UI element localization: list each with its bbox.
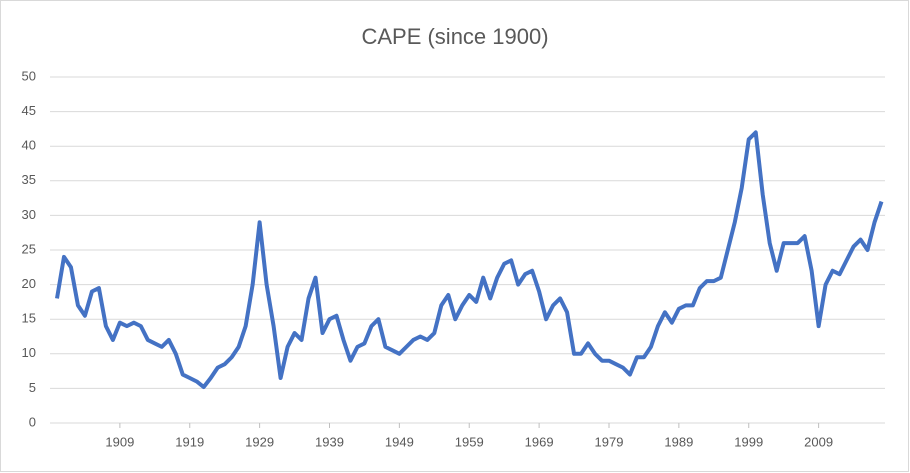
y-tick-label: 30 bbox=[22, 207, 36, 222]
y-tick-label: 35 bbox=[22, 172, 36, 187]
y-tick-label: 0 bbox=[29, 414, 36, 429]
x-tick-label: 1999 bbox=[734, 434, 763, 449]
x-tick-label: 1929 bbox=[245, 434, 274, 449]
chart-title: CAPE (since 1900) bbox=[361, 24, 548, 49]
x-tick-label: 1919 bbox=[175, 434, 204, 449]
x-tick-label: 1939 bbox=[315, 434, 344, 449]
y-tick-label: 10 bbox=[22, 345, 36, 360]
y-tick-label: 15 bbox=[22, 311, 36, 326]
y-tick-label: 40 bbox=[22, 138, 36, 153]
y-tick-label: 20 bbox=[22, 276, 36, 291]
x-tick-label: 2009 bbox=[804, 434, 833, 449]
x-tick-label: 1979 bbox=[595, 434, 624, 449]
y-tick-label: 50 bbox=[22, 68, 36, 83]
x-tick-label: 1959 bbox=[455, 434, 484, 449]
x-tick-label: 1969 bbox=[525, 434, 554, 449]
y-tick-label: 45 bbox=[22, 103, 36, 118]
y-tick-label: 5 bbox=[29, 380, 36, 395]
line-series bbox=[55, 130, 884, 390]
x-tick-label: 1909 bbox=[105, 434, 134, 449]
x-tick-label: 1949 bbox=[385, 434, 414, 449]
x-tick-label: 1989 bbox=[664, 434, 693, 449]
y-tick-label: 25 bbox=[22, 241, 36, 256]
